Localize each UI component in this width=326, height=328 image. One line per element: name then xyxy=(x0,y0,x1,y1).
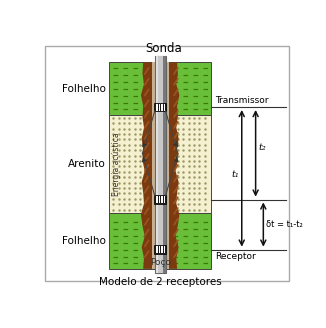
Text: Modelo de 2 receptores: Modelo de 2 receptores xyxy=(99,277,222,287)
Text: Poço: Poço xyxy=(150,257,170,267)
Text: Energia acústica: Energia acústica xyxy=(112,132,121,196)
Bar xyxy=(155,56,166,273)
Text: t₁: t₁ xyxy=(231,170,239,179)
Polygon shape xyxy=(141,62,179,269)
Text: Sonda: Sonda xyxy=(146,42,182,55)
Bar xyxy=(164,196,165,203)
Text: δt = t₁-t₂: δt = t₁-t₂ xyxy=(266,220,303,229)
Bar xyxy=(109,62,211,115)
Bar xyxy=(163,56,166,273)
Text: Arenito: Arenito xyxy=(68,159,106,169)
Bar xyxy=(161,196,163,203)
Bar xyxy=(154,245,166,254)
Bar xyxy=(159,246,160,253)
Text: t₂: t₂ xyxy=(259,143,266,152)
Bar xyxy=(164,246,165,253)
Bar xyxy=(109,115,211,214)
Bar xyxy=(161,246,163,253)
Bar xyxy=(159,196,160,203)
Text: Folhelho: Folhelho xyxy=(62,84,106,93)
Text: Transmissor: Transmissor xyxy=(215,96,268,105)
Bar xyxy=(161,104,163,111)
Bar xyxy=(156,246,158,253)
Bar xyxy=(154,195,166,204)
Bar xyxy=(159,104,160,111)
Bar xyxy=(156,56,158,273)
Bar xyxy=(164,104,165,111)
Text: Receptor: Receptor xyxy=(215,252,256,261)
Text: Folhelho: Folhelho xyxy=(62,236,106,246)
Bar xyxy=(152,62,169,269)
Bar xyxy=(154,103,166,111)
Bar xyxy=(158,56,164,273)
Bar xyxy=(109,214,211,269)
Bar xyxy=(156,104,158,111)
Bar xyxy=(156,196,158,203)
